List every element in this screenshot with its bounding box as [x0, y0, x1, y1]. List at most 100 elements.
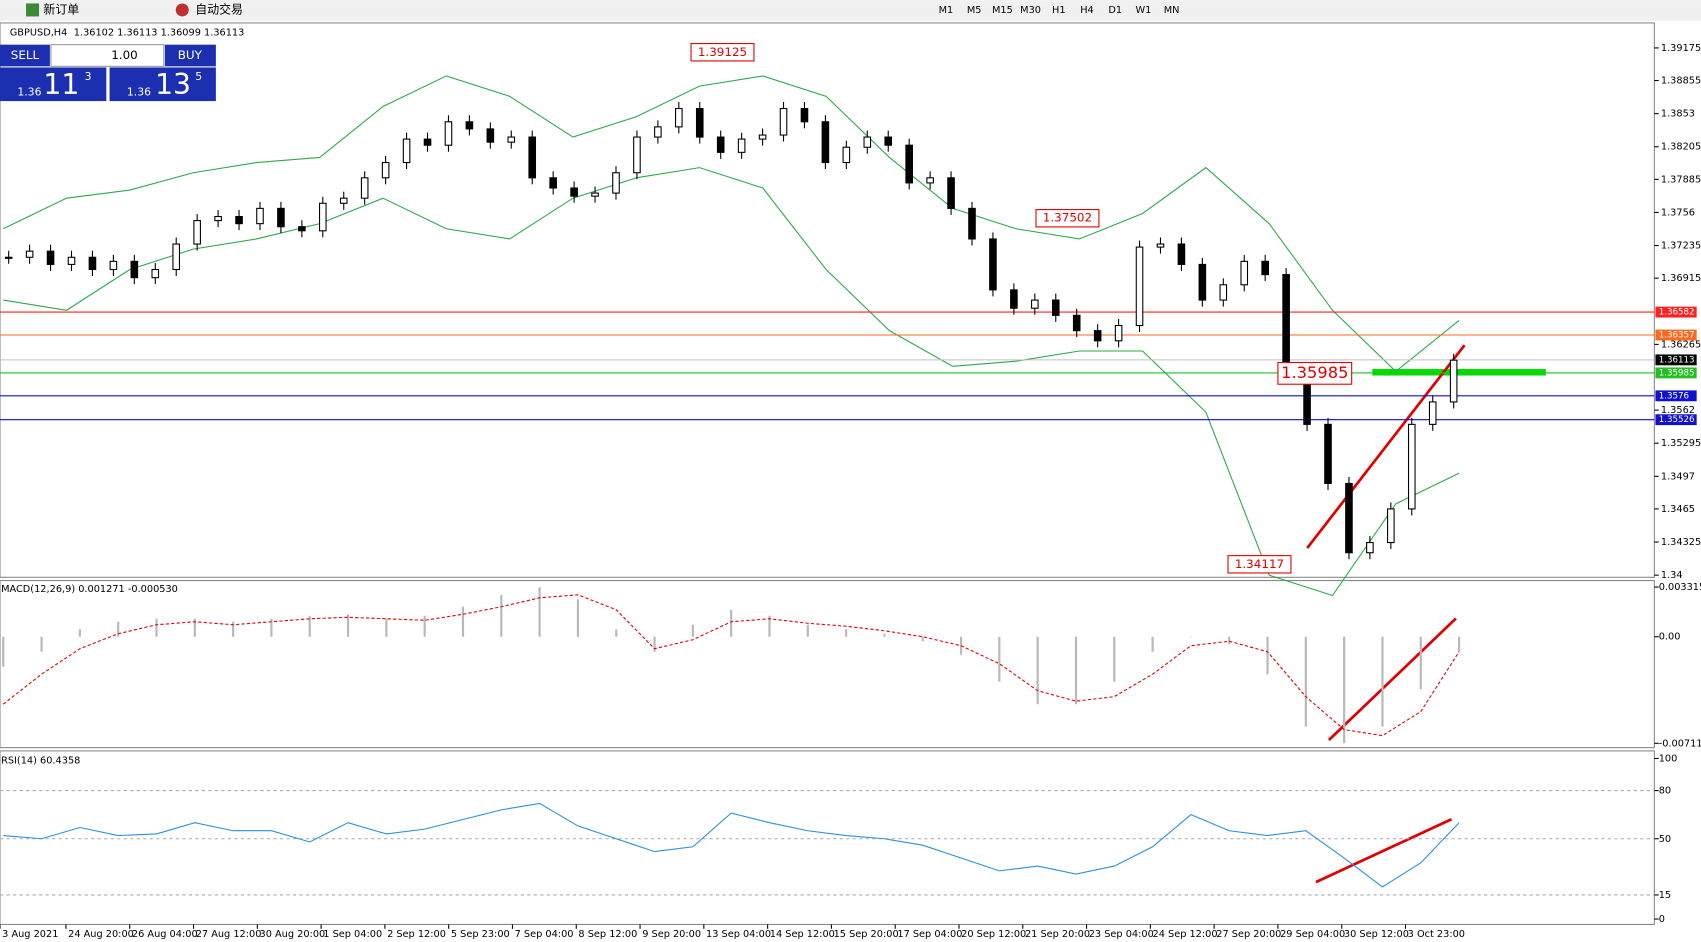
timeframe[interactable]: M5 — [967, 5, 982, 16]
candle — [130, 260, 139, 279]
macd-bar — [576, 599, 580, 637]
candle — [926, 177, 934, 184]
timeframe[interactable]: H1 — [1052, 5, 1066, 16]
level-tag — [1655, 329, 1697, 341]
candle — [779, 107, 788, 136]
sell-button[interactable] — [0, 44, 50, 67]
lots[interactable]: 1.00 — [111, 48, 138, 62]
candle — [444, 121, 453, 146]
candle — [863, 136, 872, 148]
macd-label: MACD(12,26,9) 0.001271 -0.000530 — [1, 584, 178, 595]
x-tick-label: 8 Sep 12:00 — [578, 929, 637, 940]
rsi-arrow — [1315, 817, 1453, 884]
macd-bar — [78, 629, 81, 637]
y-tick-label: 1.3465 — [1661, 504, 1695, 515]
rsi-line — [3, 802, 1460, 888]
x-tick-label: 15 Sep 20:00 — [834, 929, 899, 940]
buy-label[interactable]: BUY — [178, 48, 203, 62]
x-tick-label: 5 Sep 23:00 — [451, 929, 510, 940]
macd-bar — [845, 629, 848, 637]
y-tick-label: 80 — [1659, 786, 1671, 797]
candle — [88, 256, 97, 271]
candle — [4, 256, 13, 259]
macd-bar — [40, 636, 43, 652]
candle — [1387, 508, 1395, 544]
candle — [1345, 482, 1353, 554]
buy-button[interactable] — [164, 44, 216, 67]
timeframe[interactable]: M30 — [1020, 5, 1041, 16]
timeframe[interactable]: MN — [1164, 5, 1180, 16]
new-order-icon[interactable] — [26, 3, 40, 17]
timeframe[interactable]: W1 — [1135, 5, 1151, 16]
x-tick-label: 29 Sep 04:00 — [1280, 929, 1345, 940]
candle — [654, 126, 662, 138]
candle — [109, 260, 118, 271]
quote: 1.36102 1.36113 1.36099 1.36113 — [74, 28, 245, 39]
candle — [1282, 274, 1290, 372]
level-tag — [1655, 306, 1697, 318]
main-panel — [0, 22, 1655, 578]
auto-trading[interactable]: 自动交易 — [195, 2, 243, 16]
sell-label[interactable]: SELL — [11, 48, 40, 62]
y-tick-label: 1.35295 — [1661, 438, 1701, 449]
annotation-box — [690, 43, 755, 62]
x-tick-label: 3 Oct 23:00 — [1408, 929, 1465, 940]
macd-bar — [232, 621, 235, 637]
y-tick-label: 100 — [1659, 753, 1678, 764]
candle — [1010, 289, 1018, 309]
y-tick-label: 0 — [1659, 914, 1665, 925]
timeframe[interactable]: M15 — [992, 5, 1013, 16]
level-tag — [1655, 414, 1697, 426]
candle — [695, 107, 704, 138]
candle — [277, 207, 285, 228]
bollinger-band — [3, 167, 1460, 597]
buy-price[interactable] — [109, 67, 216, 102]
level-tag — [1655, 390, 1697, 402]
new-order[interactable]: 新订单 — [43, 2, 79, 16]
candle — [1114, 324, 1123, 342]
candle — [214, 215, 222, 222]
macd-bar — [1381, 636, 1384, 727]
macd-bar — [1151, 636, 1154, 652]
level-label: 1.36582 — [1659, 308, 1695, 318]
candle — [151, 268, 160, 279]
x-tick-label: 9 Sep 20:00 — [642, 929, 701, 940]
macd-bar — [615, 629, 618, 637]
macd-bar — [1343, 636, 1346, 744]
bollinger-band — [3, 75, 1460, 373]
x-tick-label: 27 Aug 12:00 — [196, 929, 262, 940]
sell-price[interactable] — [0, 67, 107, 102]
timeframe[interactable]: D1 — [1108, 5, 1122, 16]
candle — [549, 177, 557, 189]
y-tick-label: 1.36915 — [1661, 273, 1701, 284]
macd-bar — [117, 621, 120, 637]
macd-bar — [538, 587, 541, 637]
x-tick-label: 7 Sep 04:00 — [515, 929, 574, 940]
candle — [842, 146, 851, 164]
sell-frac: 3 — [85, 70, 92, 83]
macd-bar — [1304, 636, 1307, 727]
annotation: 1.39125 — [698, 45, 747, 59]
y-tick-label: 1.38205 — [1661, 142, 1701, 153]
macd-bar — [346, 614, 350, 637]
y-tick-label: 0.00 — [1659, 632, 1681, 643]
candle — [758, 134, 767, 140]
macd-bar — [385, 618, 388, 637]
y-tick-label: 1.34325 — [1661, 537, 1701, 548]
macd-bar — [193, 618, 196, 637]
macd-bar — [883, 633, 886, 637]
lots-input[interactable] — [50, 44, 165, 67]
sell-big: 1.36 — [17, 85, 41, 98]
rsi-panel — [0, 750, 1655, 925]
timeframe[interactable]: H4 — [1080, 5, 1094, 16]
x-tick-label: 24 Sep 12:00 — [1153, 929, 1218, 940]
sell-pips: 11 — [43, 68, 79, 101]
auto-trading-icon[interactable] — [175, 3, 189, 17]
timeframe[interactable]: M1 — [939, 5, 954, 16]
candle — [1428, 401, 1437, 425]
macd-bar — [768, 615, 771, 637]
candle — [1324, 423, 1332, 484]
x-tick-label: 1 Sep 04:00 — [323, 929, 382, 940]
